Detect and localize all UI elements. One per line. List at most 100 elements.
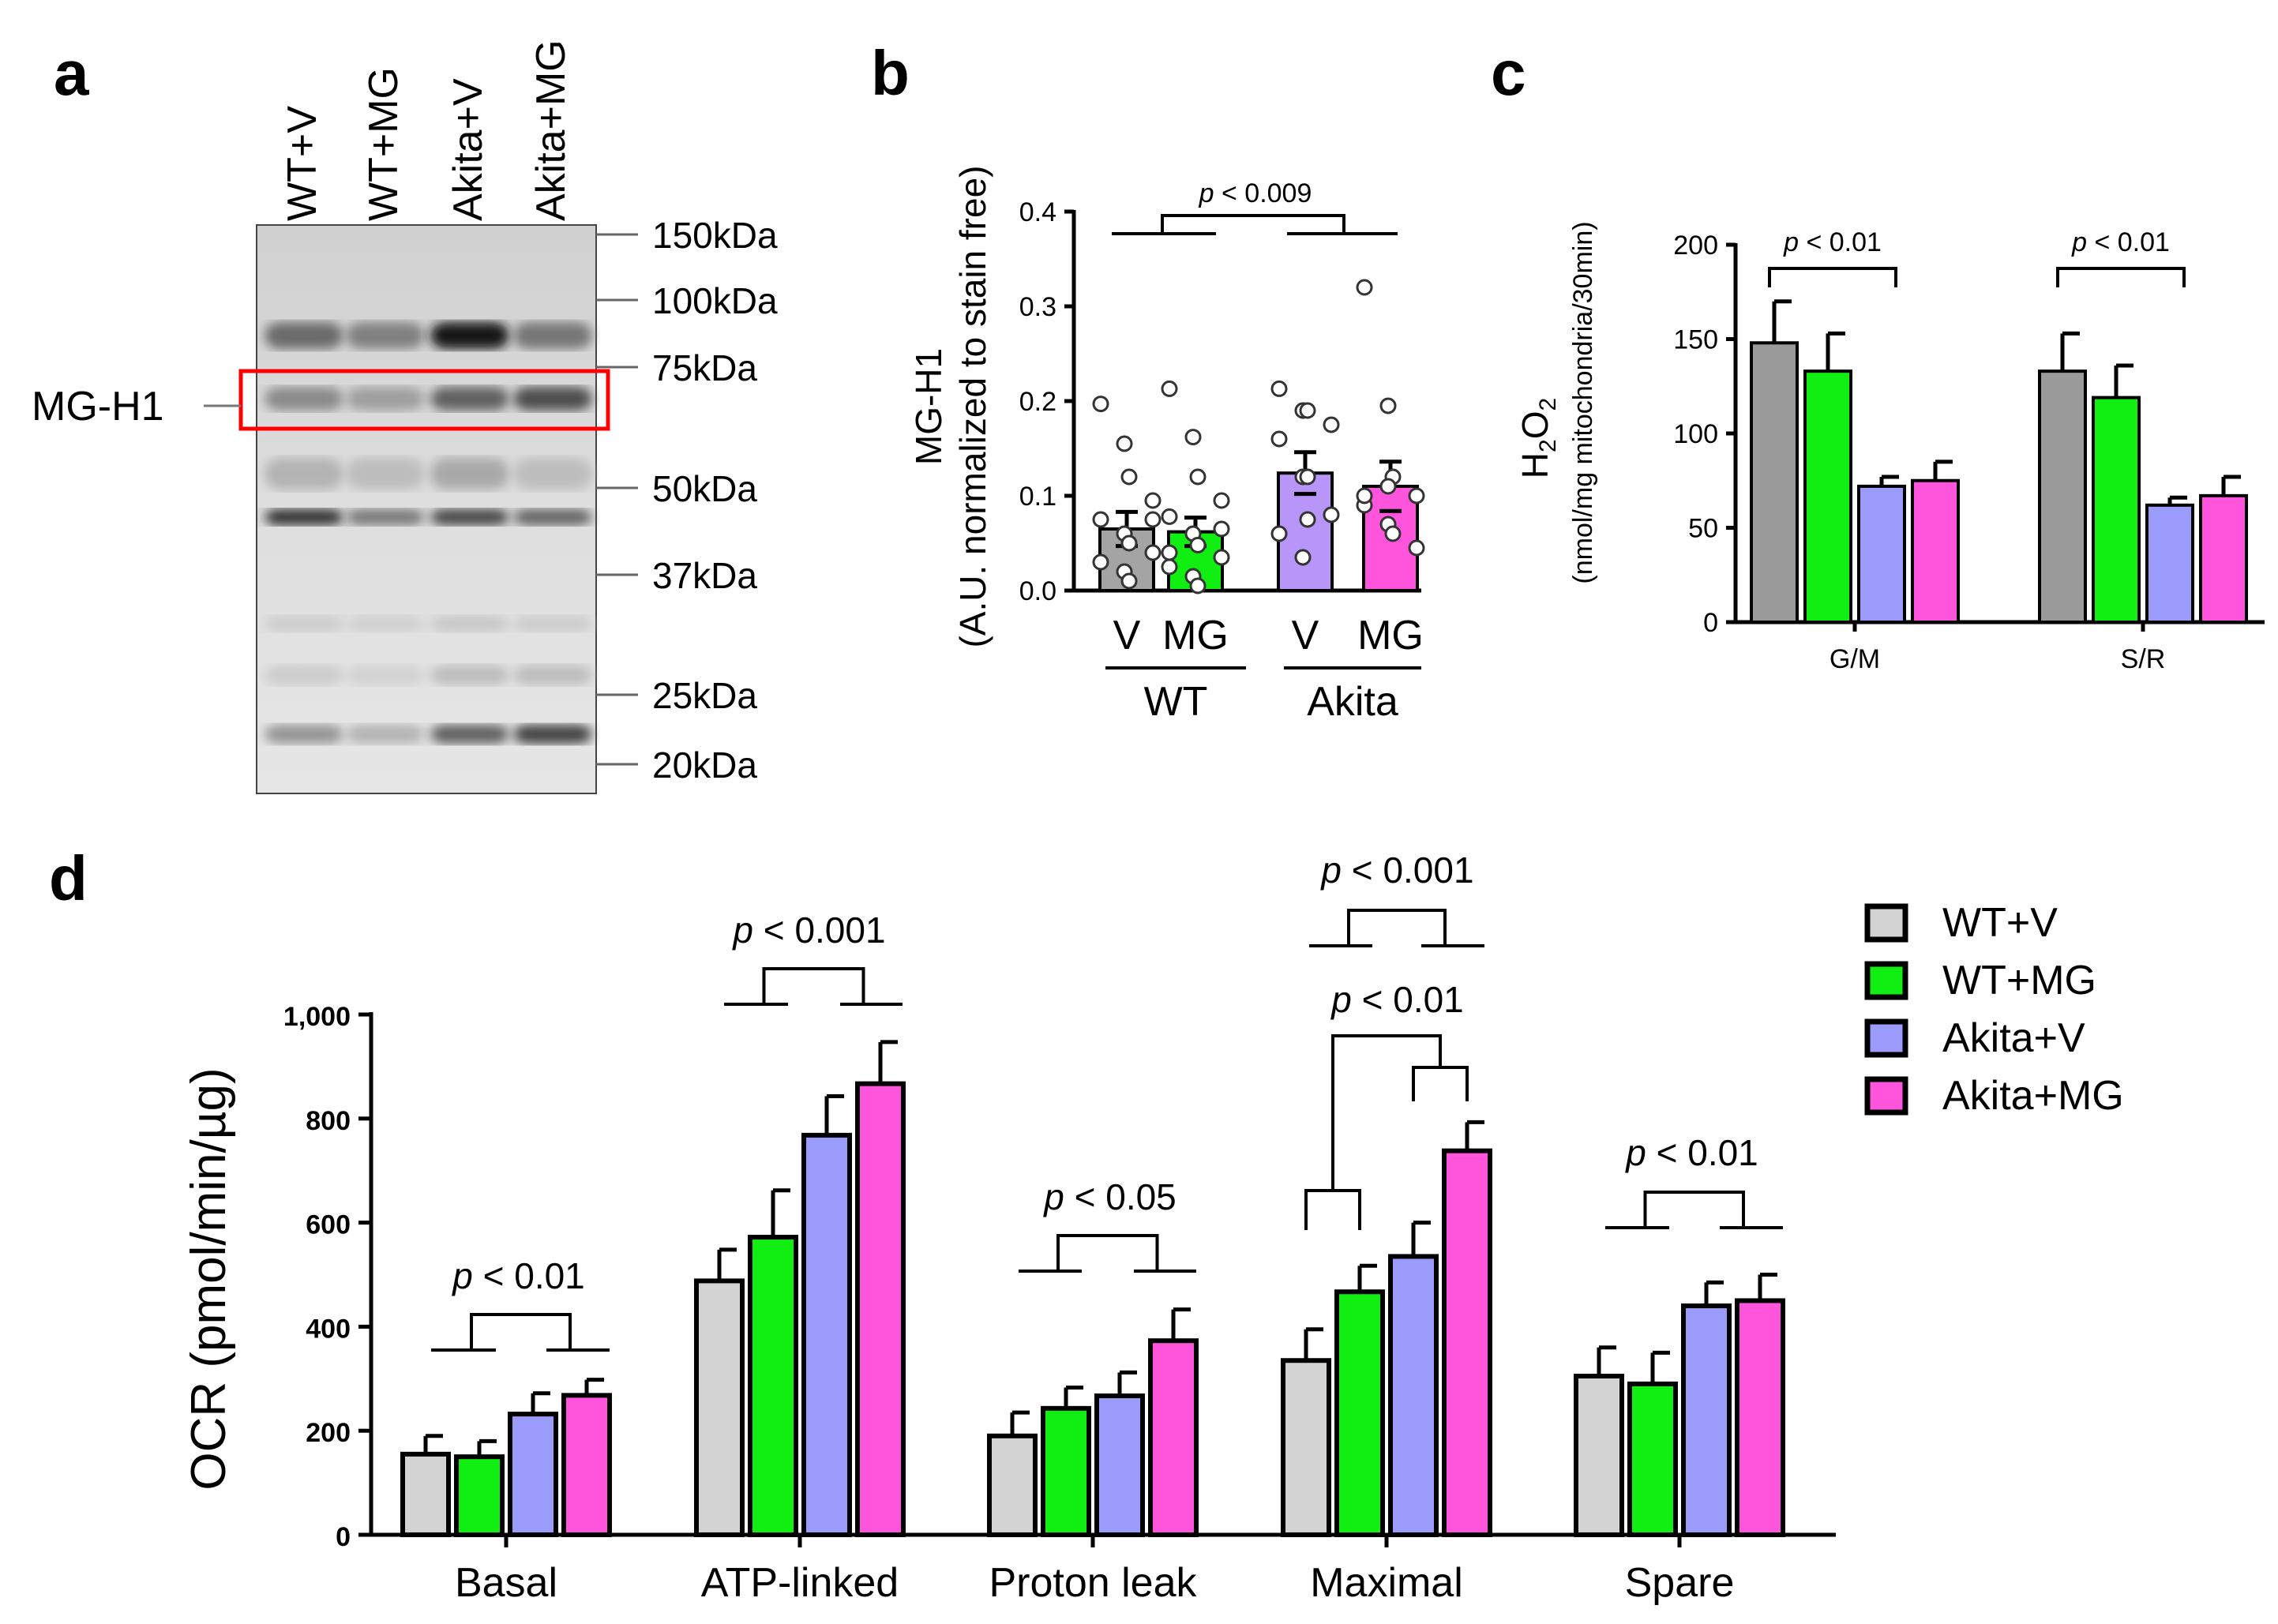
data-point (1294, 549, 1312, 566)
p-value-annotation: p < 0.01 (1783, 227, 1882, 257)
p-value-annotation: p < 0.01 (2071, 227, 2170, 257)
band-smear-lane-4 (513, 458, 592, 489)
bar (1803, 369, 1852, 624)
data-point (1270, 380, 1288, 397)
significance-bracket (1331, 1034, 1442, 1191)
data-point (1270, 430, 1288, 448)
band-smear-lane-1 (265, 458, 343, 489)
y-tick-label: 200 (1673, 231, 1718, 261)
marker-label: 75kDa (652, 347, 757, 388)
data-point (1116, 435, 1133, 452)
y-axis-label: H2O2 (1514, 398, 1561, 478)
bar (561, 1393, 612, 1537)
band-faint-30-lane-2 (346, 665, 425, 685)
bar (1148, 1338, 1199, 1537)
significance-bracket (1768, 267, 1897, 287)
bar (2092, 396, 2141, 624)
bar (1334, 1289, 1385, 1537)
bar (2038, 369, 2087, 624)
data-point (1161, 558, 1178, 576)
lane-labels: WT+V WT+MG Akita+V Akita+MG (280, 39, 574, 221)
data-point (1408, 539, 1425, 557)
band-50kda-lane-2 (346, 509, 425, 525)
data-point (1270, 525, 1288, 542)
data-point (1379, 478, 1397, 495)
legend-swatch (1864, 1018, 1908, 1058)
y-tick-label: 0.2 (1019, 387, 1056, 417)
y-tick-label: 0.4 (1019, 197, 1056, 227)
bar (748, 1235, 798, 1537)
bar (801, 1132, 852, 1537)
x-category-label: Spare (1625, 1560, 1735, 1606)
lane-label: Akita+MG (528, 39, 574, 221)
legend-label: WT+MG (1942, 958, 2096, 1003)
band-100kda-lane-1 (265, 322, 343, 349)
x-category-label: Basal (455, 1560, 557, 1606)
data-point (1120, 468, 1138, 486)
lane-label: WT+MG (361, 67, 407, 221)
data-point (1408, 487, 1425, 504)
data-point (1379, 397, 1397, 414)
legend: WT+V WT+MG Akita+V Akita+MG (1864, 900, 2124, 1119)
p-value-annotation: p < 0.001 (1319, 850, 1473, 891)
p-value-annotation: p < 0.009 (1199, 178, 1312, 208)
x-category-label: G/M (1830, 644, 1880, 674)
band-faint-37-lane-4 (513, 616, 592, 632)
y-axis-label-2: (A.U. normalized to stain free) (952, 165, 993, 647)
legend-swatch (1864, 1076, 1908, 1116)
marker-label: 50kDa (652, 468, 757, 509)
marker-label: 150kDa (652, 215, 778, 256)
lane-label: Akita+V (445, 78, 491, 221)
y-tick-label: 0 (336, 1522, 351, 1552)
data-point (1299, 468, 1316, 486)
y-tick-label: 0 (1703, 608, 1718, 638)
marker-label: 37kDa (652, 555, 757, 596)
panel-c-label: c (1491, 38, 1526, 108)
data-point (1213, 492, 1230, 509)
data-point (1120, 572, 1138, 590)
marker-label: 25kDa (652, 675, 757, 716)
significance-bracket (1347, 909, 1447, 946)
band-faint-30-lane-4 (513, 665, 592, 685)
band-smear-lane-2 (346, 458, 425, 489)
band-faint-37-lane-1 (265, 616, 343, 632)
mg-h1-band-label: MG-H1 (32, 384, 164, 429)
p-value-annotation: p < 0.01 (1330, 979, 1464, 1020)
panel-d-label: d (49, 843, 88, 913)
marker-label: 100kDa (652, 280, 778, 321)
bar (1281, 1358, 1331, 1537)
significance-bracket (470, 1313, 572, 1350)
bar (2199, 493, 2248, 624)
panel-b-label: b (871, 38, 910, 108)
band-faint-37-lane-3 (430, 616, 509, 632)
band-mg-h1-lane-4 (513, 387, 592, 411)
band-100kda-lane-3 (430, 322, 509, 349)
y-axis-label: MG-H1 (908, 348, 949, 465)
marker-labels: 150kDa 100kDa 75kDa 50kDa 37kDa 25kDa 20kDa (596, 215, 778, 786)
y-tick-label: 100 (1673, 419, 1718, 449)
band-25kda-lane-3 (430, 725, 509, 744)
bar (987, 1433, 1038, 1538)
p-value-annotation: p < 0.05 (1042, 1176, 1177, 1217)
data-point (1144, 492, 1162, 509)
p-value-annotation: p < 0.01 (451, 1255, 585, 1296)
bar (1388, 1254, 1439, 1538)
bar (694, 1278, 745, 1537)
x-category-label: ATP-linked (701, 1560, 899, 1606)
mg-h1-highlight-box (238, 369, 610, 431)
legend-label: Akita+V (1942, 1015, 2085, 1061)
data-point (1213, 549, 1230, 566)
x-category-label: Proton leak (989, 1560, 1197, 1606)
marker-label: 20kDa (652, 744, 757, 786)
group-label: WT (1144, 679, 1208, 725)
significance-bracket (1643, 1191, 1745, 1228)
significance-bracket (1304, 1189, 1361, 1230)
data-point (1092, 396, 1109, 413)
x-category-label: V (1292, 613, 1319, 658)
y-tick-label: 150 (1673, 325, 1718, 355)
data-point (1356, 487, 1373, 504)
x-category-label: S/R (2121, 644, 2166, 674)
y-tick-label: 50 (1688, 514, 1718, 544)
significance-bracket (1412, 1066, 1469, 1101)
